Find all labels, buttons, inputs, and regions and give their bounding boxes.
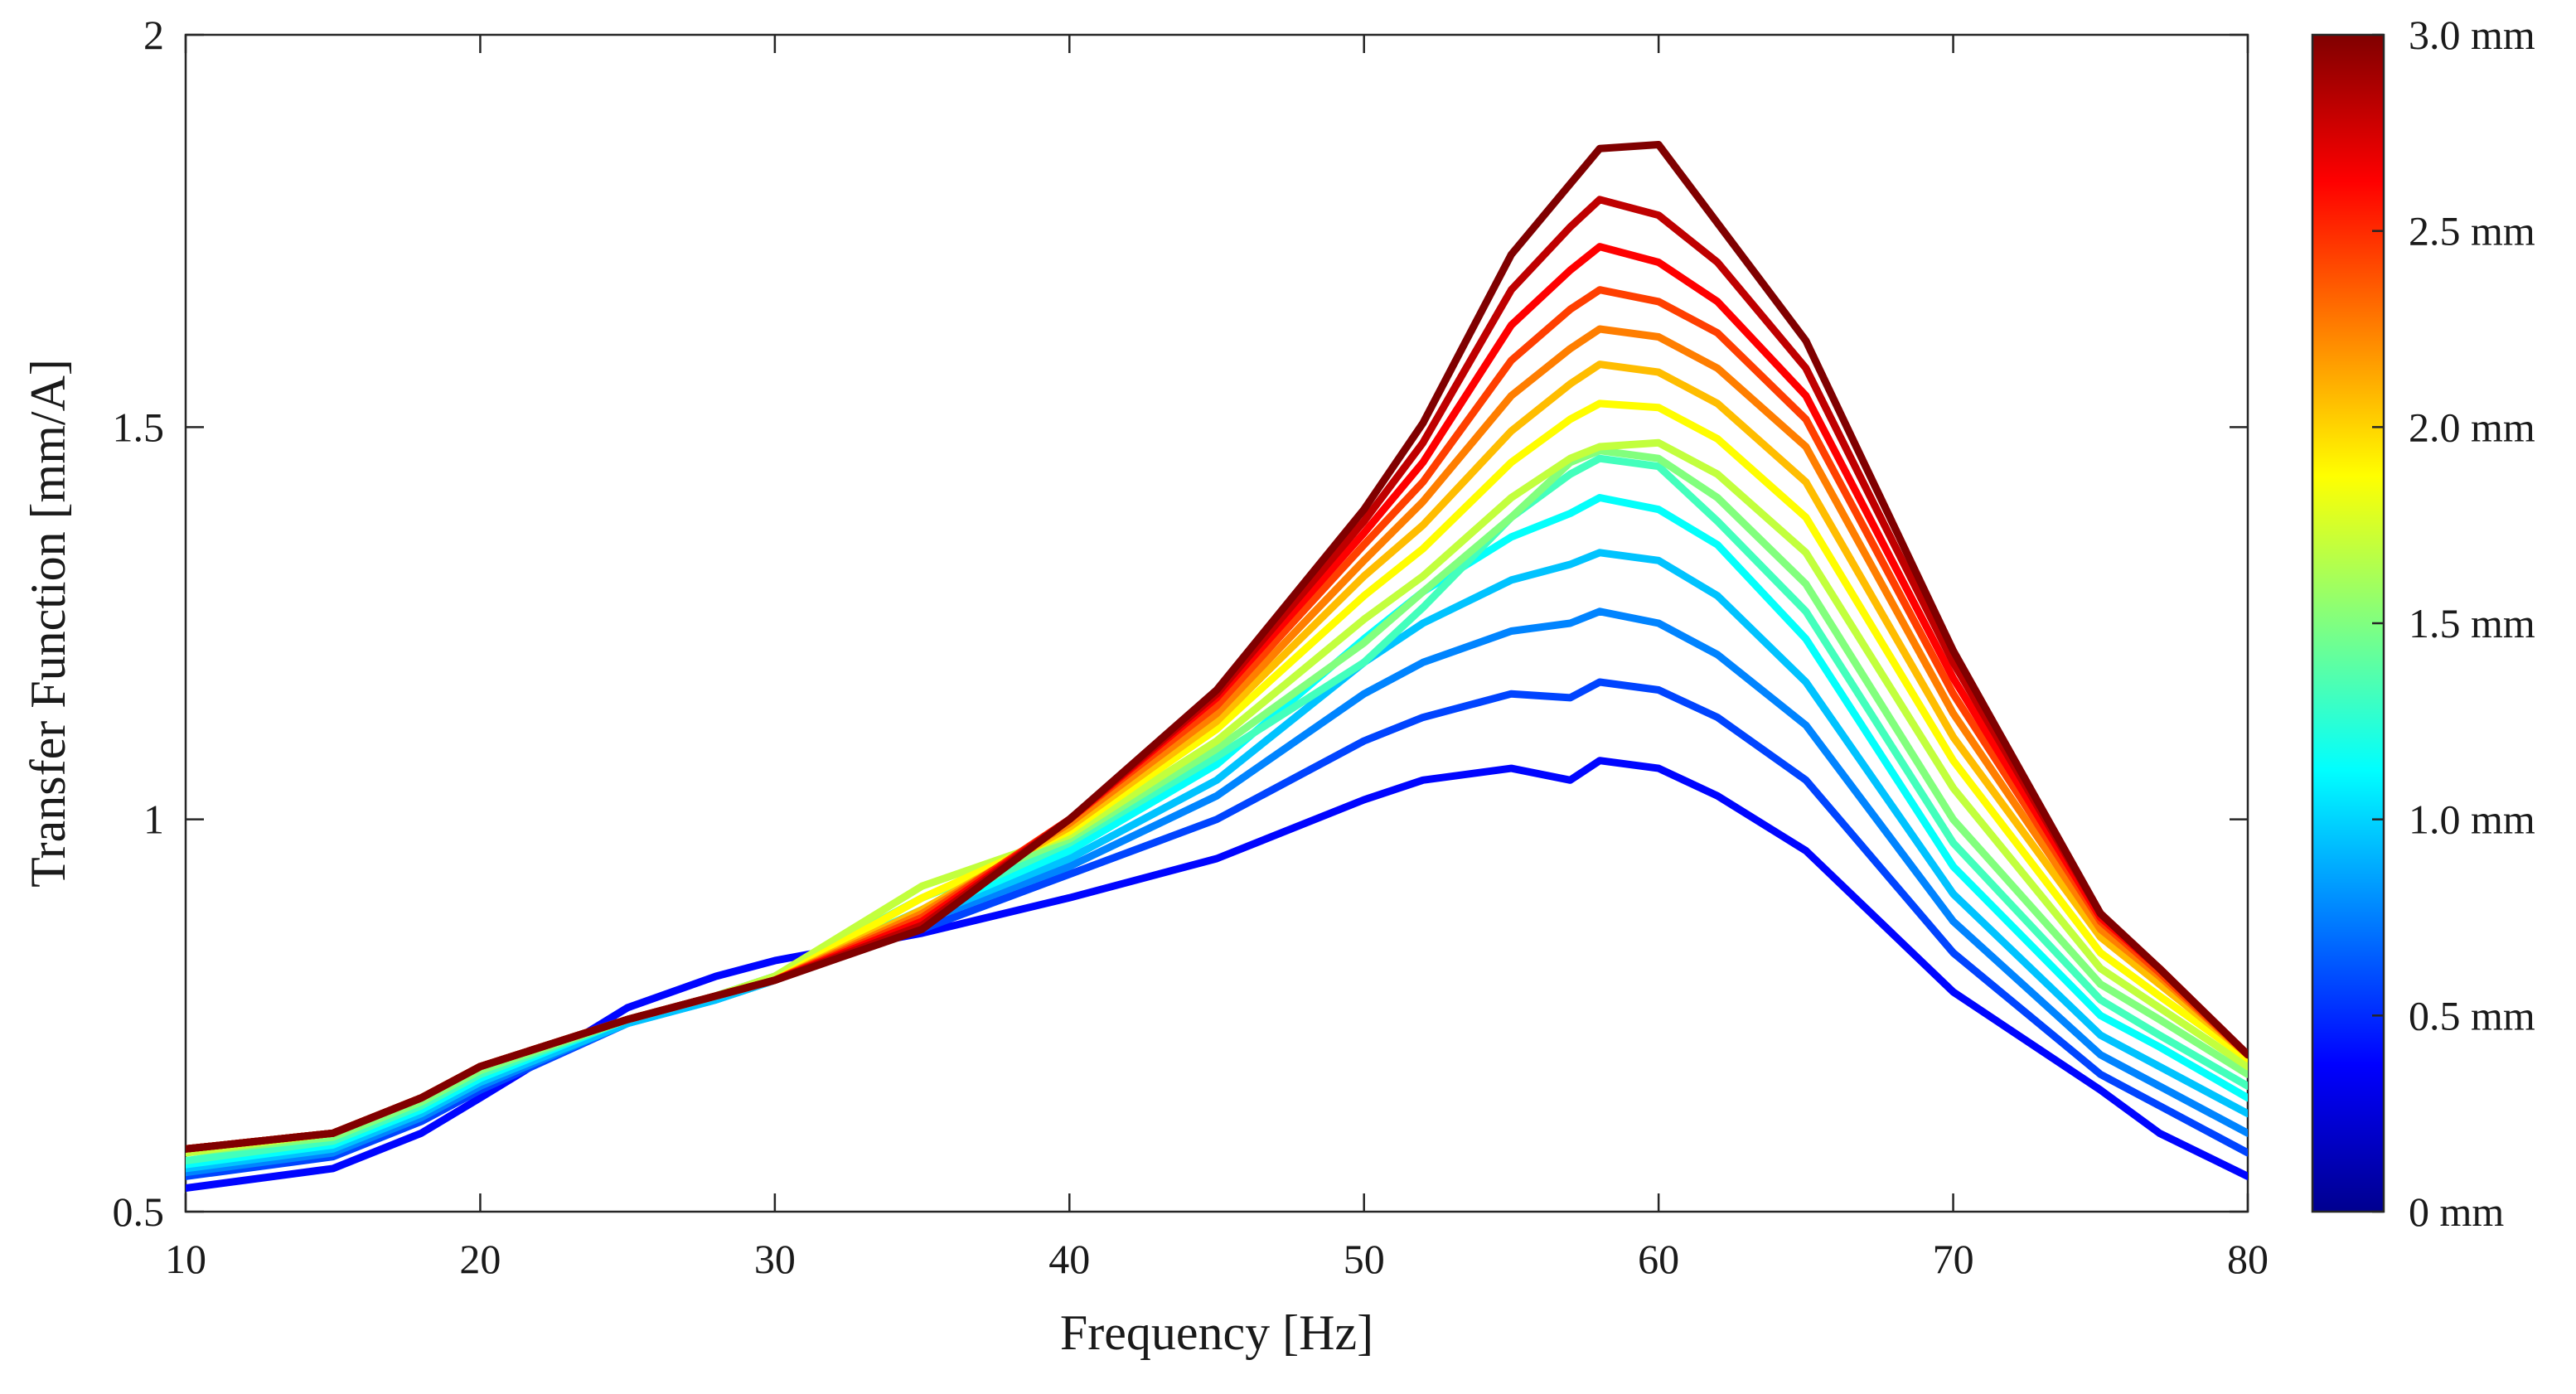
colorbar-gradient (2311, 33, 2385, 1213)
colorbar-tick-label: 2.0 mm (2409, 404, 2535, 450)
y-tick-label: 1 (143, 796, 164, 843)
x-tick-label: 40 (1048, 1236, 1090, 1282)
colorbar-ticks: 0 mm 0.5 mm 1.0 mm 1.5 mm 2.0 mm 2.5 mm 3.0 mm (2372, 12, 2535, 1235)
colorbar-tick-label: 2.5 mm (2409, 208, 2535, 254)
x-tick-label: 80 (2227, 1236, 2269, 1282)
series-line (186, 141, 2248, 1153)
x-tick-label: 70 (1933, 1236, 1974, 1282)
colorbar-tick-label: 0 mm (2409, 1188, 2504, 1235)
x-tick-label: 30 (754, 1236, 796, 1282)
y-tick-label: 2 (143, 12, 164, 58)
colorbar-tick-label: 0.5 mm (2409, 992, 2535, 1038)
y-axis-ticks: 0.5 1 1.5 2 (113, 12, 2248, 1235)
y-axis-title: Transfer Function [mm/A] (21, 359, 75, 888)
colorbar-tick-label: 3.0 mm (2409, 12, 2535, 58)
x-tick-label: 20 (459, 1236, 501, 1282)
colorbar: 0 mm 0.5 mm 1.0 mm 1.5 mm 2.0 mm 2.5 mm 3.0 mm (2311, 12, 2535, 1235)
x-tick-label: 50 (1344, 1236, 1385, 1282)
series-layer (186, 141, 2248, 1193)
x-axis-title: Frequency [Hz] (1060, 1305, 1373, 1360)
x-tick-label: 10 (165, 1236, 206, 1282)
y-tick-label: 0.5 (113, 1188, 165, 1235)
plot-area: 10 20 30 40 50 60 70 80 0.5 1 1.5 2 (113, 12, 2269, 1282)
colorbar-tick-label: 1.5 mm (2409, 600, 2535, 646)
x-axis-ticks: 10 20 30 40 50 60 70 80 (165, 35, 2269, 1282)
y-tick-label: 1.5 (113, 404, 165, 450)
colorbar-tick-label: 1.0 mm (2409, 796, 2535, 843)
x-tick-label: 60 (1638, 1236, 1679, 1282)
